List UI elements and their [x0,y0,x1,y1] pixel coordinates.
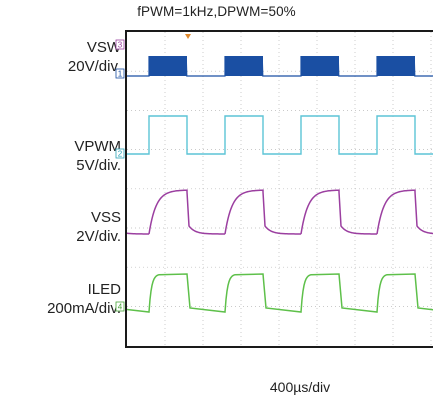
vsw-burst [301,56,339,76]
label-iled-name: ILED [87,281,121,298]
label-iled-scale: 200mA/div. [47,300,121,317]
label-vsw-scale: 20V/div. [67,58,121,75]
marker-ch4: 4 [115,301,125,312]
svg-text:4: 4 [118,303,123,312]
scope-plot [72,32,433,346]
vsw-burst [225,56,263,76]
vsw-burst [149,56,187,76]
svg-text:3: 3 [118,41,123,50]
vpwm-trace [72,115,433,155]
iled-trace [110,273,433,313]
label-vss-name: VSS [90,209,121,226]
svg-text:2: 2 [118,150,123,159]
label-iled: ILED 200mA/div. [47,280,121,318]
svg-text:1: 1 [118,70,123,79]
label-vpwm: VPWM 5V/div. [74,137,121,175]
marker-ch1: 1 [115,68,125,79]
label-vss-scale: 2V/div. [76,228,121,245]
marker-ch2: 2 [115,148,125,159]
label-vsw: VSW 20V/div. [68,38,121,76]
vsw-burst [377,56,415,76]
vss-trace [72,189,433,235]
label-vpwm-scale: 5V/div. [76,157,121,174]
label-vss: VSS 2V/div. [76,208,121,246]
scope-screen [72,30,433,348]
marker-ch3: 3 [115,39,125,50]
chart-title: fPWM=1kHz,DPWM=50% [137,4,296,19]
label-vpwm-name: VPWM [74,138,121,155]
channel-markers: 3 1 2 4 [115,39,125,312]
trigger-marker [185,34,191,39]
label-vsw-name: VSW [86,39,121,56]
x-axis-label: 400µs/div [269,379,331,395]
